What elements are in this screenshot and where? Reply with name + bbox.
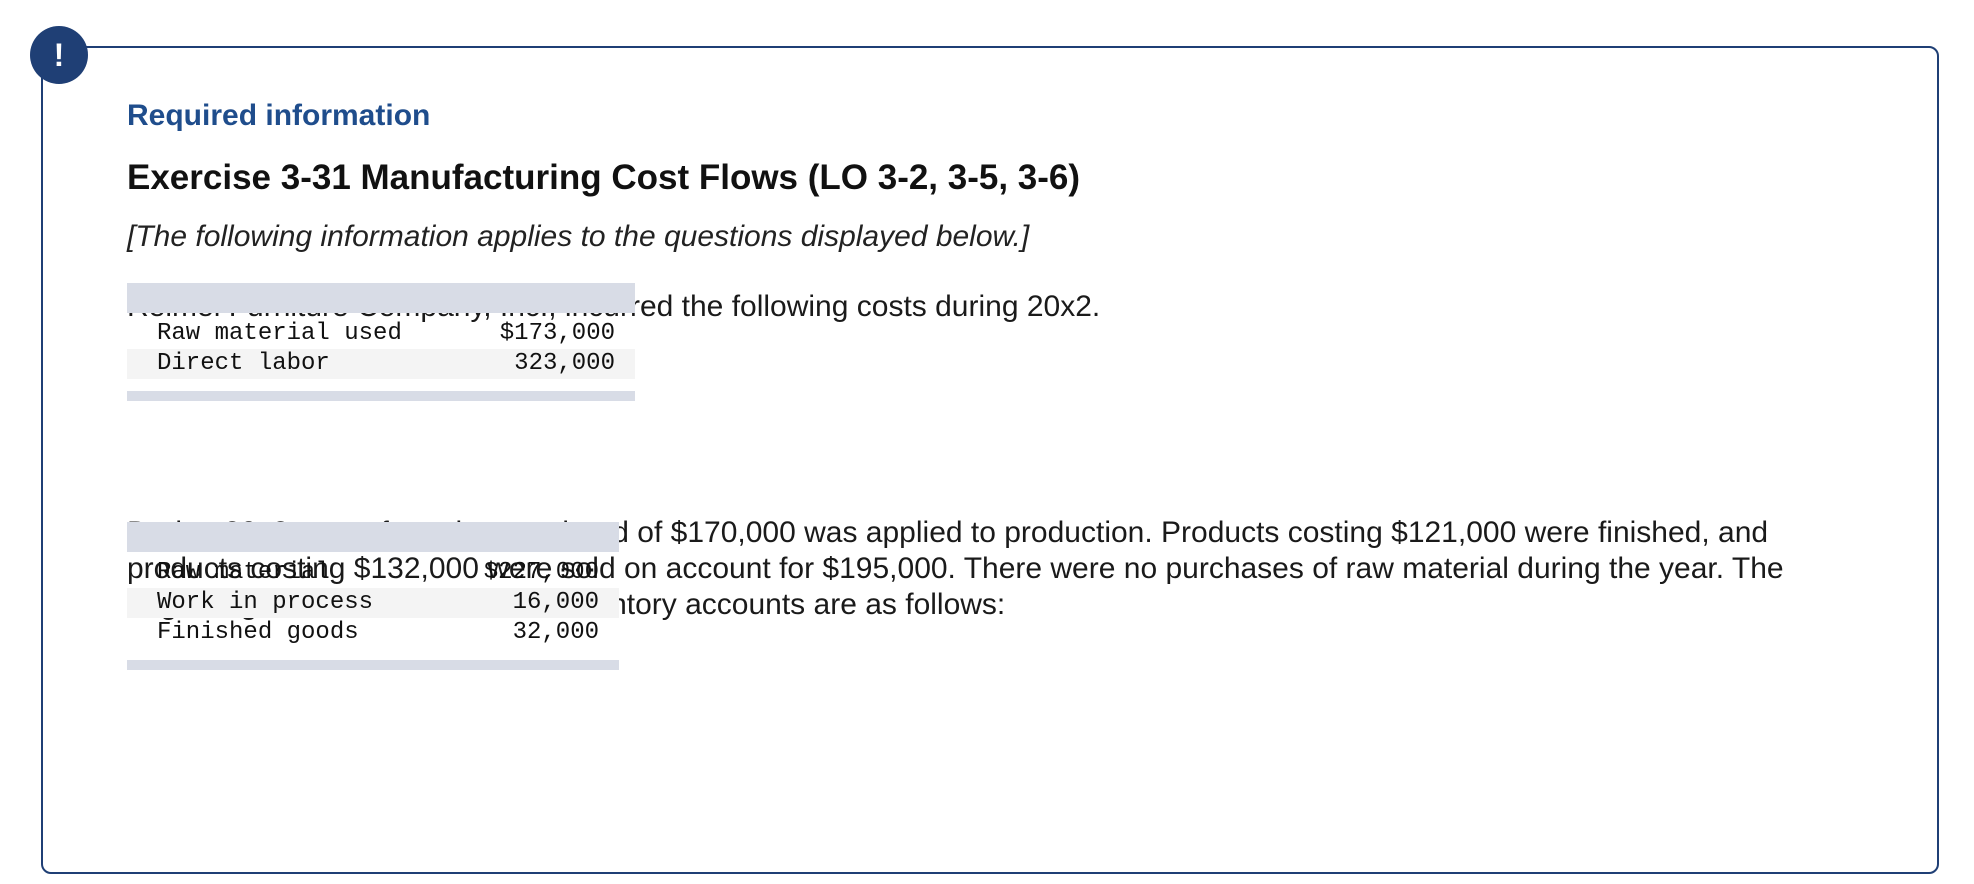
alert-icon: ! [30,26,88,84]
row-value: 323,000 [514,350,615,377]
row-value: $227,000 [483,559,599,586]
inventory-table: Raw material $227,000 Work in process 16… [127,522,619,670]
table-row: Direct labor 323,000 [127,349,635,379]
required-info-label: Required information [127,99,431,132]
row-label: Work in process [157,589,374,616]
row-value: 16,000 [512,589,599,616]
row-label: Raw material [157,559,330,586]
applies-note: [The following information applies to th… [127,220,1030,253]
row-label: Direct labor [157,350,330,377]
table-footer-band [127,660,619,670]
alert-symbol: ! [53,36,65,73]
row-value: 32,000 [512,619,599,646]
row-label: Finished goods [157,619,359,646]
table-header-band [127,522,619,552]
table-header-band [127,283,635,313]
exercise-title: Exercise 3-31 Manufacturing Cost Flows (… [127,158,1081,197]
info-card [41,46,1939,874]
card-content: Required information Exercise 3-31 Manuf… [127,92,1827,329]
costs-table: Raw material used $173,000 Direct labor … [127,283,635,401]
row-label: Raw material used [157,320,402,347]
row-value: $173,000 [499,320,615,347]
table-row: Raw material $227,000 [127,558,619,588]
table-row: Finished goods 32,000 [127,618,619,648]
table-footer-band [127,391,635,401]
table-row: Work in process 16,000 [127,588,619,618]
table-row: Raw material used $173,000 [127,319,635,349]
